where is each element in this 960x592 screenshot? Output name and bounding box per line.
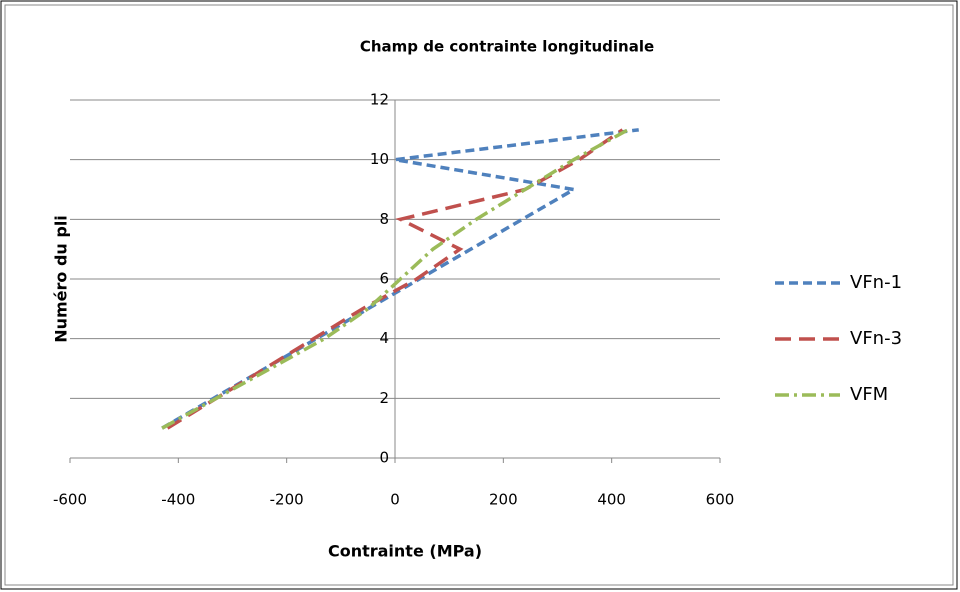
legend-label: VFM [850,384,888,405]
x-tick-label: 0 [390,491,400,509]
x-tick-label: -200 [270,491,304,509]
x-tick-label: -400 [161,491,195,509]
inner-frame [4,4,954,586]
x-axis-label: Contrainte (MPa) [328,542,482,561]
x-tick-label: 600 [706,491,735,509]
y-tick-label: 6 [379,270,389,288]
legend-label: VFn-1 [850,272,902,293]
legend-label: VFn-3 [850,328,902,349]
x-tick-label: 400 [597,491,626,509]
x-tick-label: -600 [53,491,87,509]
y-tick-label: 2 [379,389,389,407]
y-tick-label: 8 [379,210,389,228]
y-tick-label: 12 [370,91,389,109]
series-line [166,128,624,430]
x-tick-label: 200 [489,491,518,509]
y-tick-label: 0 [379,449,389,467]
y-axis-label: Numéro du pli [52,215,71,343]
y-tick-label: 10 [370,150,389,168]
chart-title: Champ de contrainte longitudinale [360,38,654,56]
y-tick-label: 4 [379,329,389,347]
series-line [161,128,629,430]
